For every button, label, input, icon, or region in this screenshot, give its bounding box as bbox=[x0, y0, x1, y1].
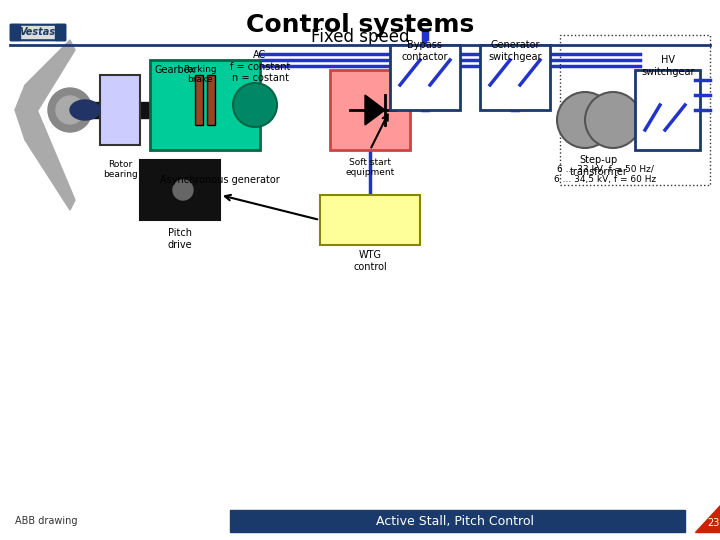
Text: WTG
control: WTG control bbox=[353, 250, 387, 272]
Circle shape bbox=[173, 180, 193, 200]
Bar bbox=[230, 510, 685, 532]
Bar bbox=[480, 45, 550, 110]
Bar bbox=[10, 24, 20, 40]
Circle shape bbox=[56, 96, 84, 124]
Bar bbox=[195, 75, 203, 125]
Bar bbox=[85, 102, 205, 118]
Bar bbox=[140, 160, 220, 220]
Text: Gearbox: Gearbox bbox=[154, 65, 196, 75]
Text: HV
switchgear: HV switchgear bbox=[642, 55, 695, 77]
Bar bbox=[330, 70, 410, 150]
Text: Generator
switchgear: Generator switchgear bbox=[488, 40, 541, 62]
Text: ABB drawing: ABB drawing bbox=[15, 516, 78, 526]
Bar bbox=[55, 24, 65, 40]
Text: 23: 23 bbox=[707, 518, 719, 528]
Bar bbox=[100, 75, 140, 145]
Text: AC
f = constant
n = costant: AC f = constant n = costant bbox=[230, 50, 290, 83]
Circle shape bbox=[585, 92, 641, 148]
Polygon shape bbox=[695, 505, 720, 532]
Polygon shape bbox=[15, 105, 75, 210]
Text: Asynchronous generator: Asynchronous generator bbox=[160, 175, 280, 185]
Text: Step-up
transformer: Step-up transformer bbox=[570, 155, 628, 177]
Polygon shape bbox=[15, 40, 75, 115]
Text: Soft start
equipment: Soft start equipment bbox=[346, 158, 395, 178]
Bar bbox=[320, 195, 420, 245]
Ellipse shape bbox=[70, 100, 100, 120]
Circle shape bbox=[557, 92, 613, 148]
Text: Pitch
drive: Pitch drive bbox=[168, 228, 192, 249]
Bar bbox=[10, 24, 65, 40]
Bar bbox=[560, 35, 710, 185]
Text: Bypass
contactor: Bypass contactor bbox=[402, 40, 449, 62]
Text: Rotor
bearing: Rotor bearing bbox=[103, 160, 138, 179]
Text: 6 ... 33 kV, f = 50 Hz/
6 ... 34,5 kV, f = 60 Hz: 6 ... 33 kV, f = 50 Hz/ 6 ... 34,5 kV, f… bbox=[554, 165, 656, 184]
Bar bbox=[10, 24, 65, 40]
Bar bbox=[207, 75, 215, 125]
Polygon shape bbox=[365, 95, 385, 125]
Text: Control systems: Control systems bbox=[246, 13, 474, 37]
Text: Parking
brake: Parking brake bbox=[183, 65, 217, 84]
Text: Fixed speed: Fixed speed bbox=[311, 28, 409, 46]
Circle shape bbox=[48, 88, 92, 132]
Text: Vestas: Vestas bbox=[19, 27, 55, 37]
Bar bbox=[635, 70, 700, 150]
Bar bbox=[150, 60, 260, 150]
Bar bbox=[14, 26, 61, 38]
Text: Active Stall, Pitch Control: Active Stall, Pitch Control bbox=[376, 515, 534, 528]
Bar bbox=[390, 45, 460, 110]
Circle shape bbox=[233, 83, 277, 127]
